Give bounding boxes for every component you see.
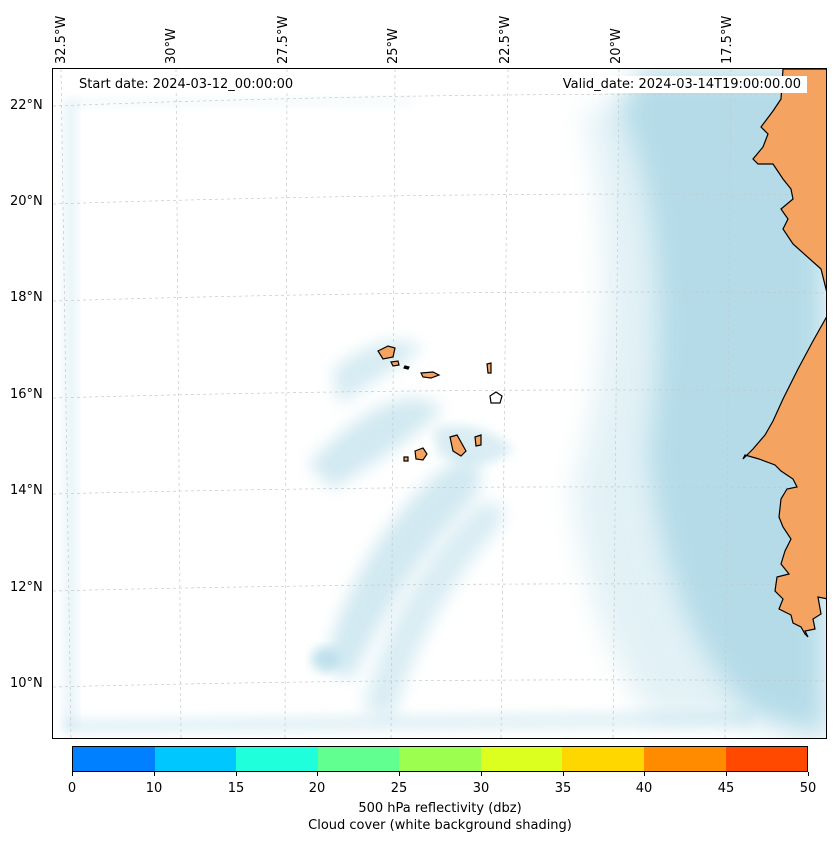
- colorbar-tick-label: 10: [145, 781, 163, 796]
- island-santiago: [449, 434, 467, 457]
- lat-label: 16°N: [10, 387, 43, 402]
- graticule-lines: [53, 69, 826, 738]
- colorbar-tick-label: 15: [227, 781, 245, 796]
- island-maio: [474, 434, 482, 447]
- island-sal: [486, 362, 492, 374]
- lon-label: 25°W: [386, 28, 401, 64]
- colorbar-segment: [399, 747, 481, 771]
- cloud-cover-shading: [63, 69, 826, 738]
- colorbar-tick-mark: [317, 772, 318, 776]
- map-canvas: [53, 69, 826, 738]
- colorbar-tick-mark: [236, 772, 237, 776]
- colorbar-segment: [154, 747, 237, 771]
- island-sao-vicente: [390, 360, 400, 367]
- colorbar-note: Cloud cover (white background shading): [308, 818, 572, 833]
- colorbar-tick-label: 35: [554, 781, 572, 796]
- colorbar-tick-label: 30: [472, 781, 490, 796]
- lat-label: 22°N: [10, 98, 43, 113]
- colorbar-tick-label: 20: [308, 781, 326, 796]
- lon-label: 22.5°W: [498, 15, 513, 64]
- map-panel: [52, 68, 827, 739]
- colorbar-tick-label: 25: [390, 781, 408, 796]
- colorbar-segment: [562, 747, 644, 771]
- colorbar-tick-mark: [808, 772, 809, 776]
- lon-label: 30°W: [164, 28, 179, 64]
- lat-label: 14°N: [10, 483, 43, 498]
- colorbar-tick-mark: [154, 772, 155, 776]
- colorbar-segment: [725, 747, 808, 771]
- colorbar-segment: [236, 747, 318, 771]
- colorbar-tick-label: 0: [67, 781, 77, 796]
- colorbar-segment: [480, 747, 563, 771]
- lon-label: 27.5°W: [276, 15, 291, 64]
- colorbar-tick-mark: [399, 772, 400, 776]
- island-brava: [403, 456, 409, 462]
- lon-label: 32.5°W: [54, 15, 69, 64]
- africa-coast: [742, 69, 826, 638]
- reflectivity-colorbar: [72, 746, 808, 772]
- lat-label: 12°N: [10, 580, 43, 595]
- colorbar-tick-label: 50: [799, 781, 817, 796]
- colorbar-tick-label: 45: [717, 781, 735, 796]
- colorbar-segment: [317, 747, 400, 771]
- lat-label: 20°N: [10, 194, 43, 209]
- colorbar-tick-mark: [726, 772, 727, 776]
- lat-label: 18°N: [10, 290, 43, 305]
- colorbar-tick-mark: [563, 772, 564, 776]
- island-sao-nicolau: [420, 371, 441, 379]
- lon-label: 20°W: [609, 28, 624, 64]
- island-fogo: [414, 447, 428, 461]
- colorbar-tick-mark: [644, 772, 645, 776]
- start-date-label: Start date: 2024-03-12_00:00:00: [73, 76, 300, 93]
- lat-label: 10°N: [10, 676, 43, 691]
- island-boa-vista: [489, 391, 503, 404]
- island-santa-luzia: [403, 365, 410, 370]
- valid-date-label: Valid_date: 2024-03-14T19:00:00.00: [556, 76, 807, 93]
- land-masses: [377, 69, 826, 638]
- colorbar-segment: [73, 747, 155, 771]
- colorbar-segment: [643, 747, 726, 771]
- colorbar-tick-mark: [481, 772, 482, 776]
- colorbar-tick-mark: [72, 772, 73, 776]
- colorbar-label: 500 hPa reflectivity (dbz): [358, 801, 522, 816]
- island-santo-antao: [377, 345, 396, 360]
- colorbar-tick-label: 40: [635, 781, 653, 796]
- lon-label: 17.5°W: [720, 15, 735, 64]
